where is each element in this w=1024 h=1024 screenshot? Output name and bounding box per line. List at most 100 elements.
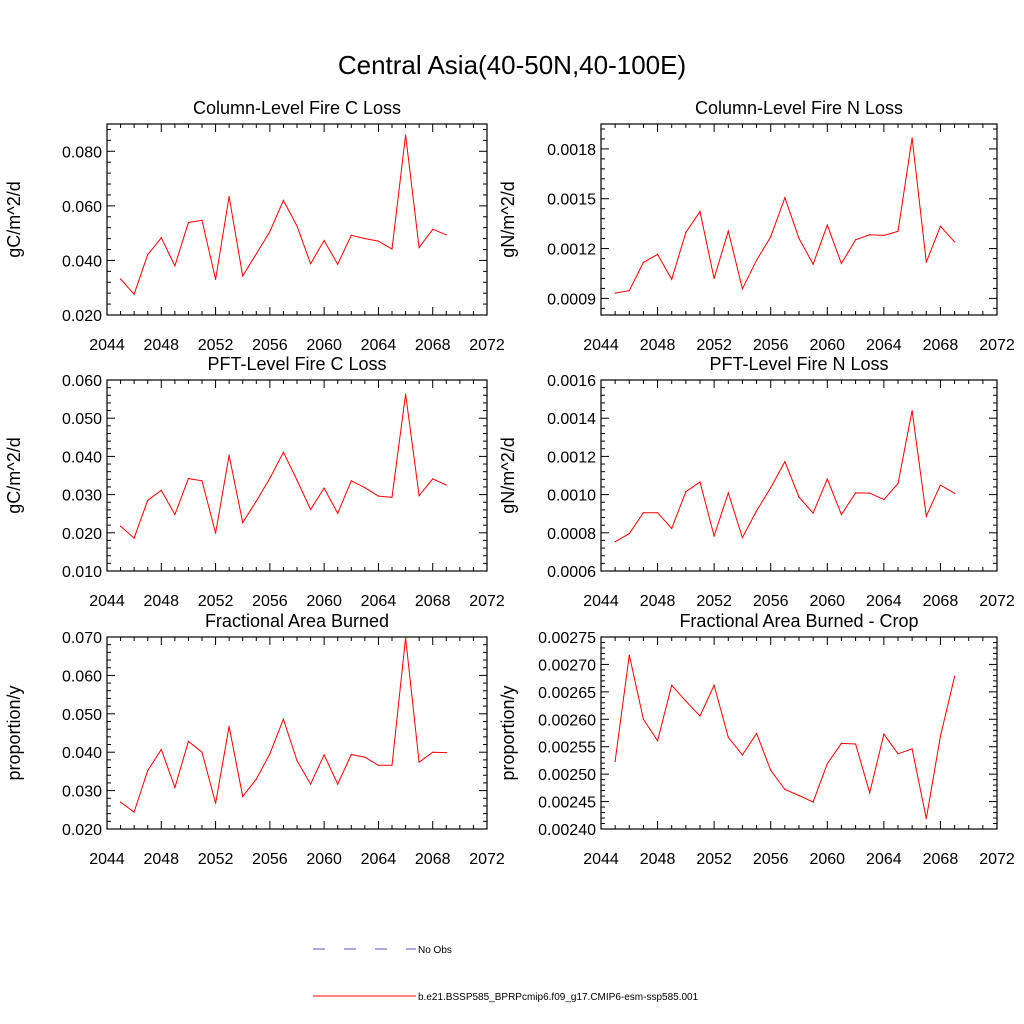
data-point bbox=[255, 778, 257, 780]
data-point bbox=[727, 736, 729, 738]
data-point bbox=[642, 261, 645, 263]
data-point bbox=[391, 496, 393, 498]
data-point bbox=[323, 487, 325, 489]
data-point bbox=[925, 261, 927, 263]
chart-panel-6: Fractional Area Burned - Crop 2044 2048 205… bbox=[498, 611, 1015, 868]
data-point bbox=[174, 513, 176, 516]
data-point bbox=[432, 228, 434, 230]
data-point bbox=[614, 760, 616, 763]
data-point bbox=[309, 508, 312, 511]
x-tick-label: 2044 bbox=[89, 337, 125, 354]
x-tick-label: 2068 bbox=[415, 337, 451, 354]
data-point bbox=[642, 512, 645, 514]
data-point bbox=[214, 532, 217, 534]
data-point bbox=[699, 210, 701, 213]
data-point bbox=[685, 491, 687, 493]
data-point bbox=[187, 221, 190, 224]
data-point bbox=[911, 137, 913, 139]
data-point bbox=[404, 134, 407, 136]
data-point bbox=[812, 512, 814, 514]
data-point bbox=[160, 237, 162, 239]
y-tick-label: 0.00275 bbox=[538, 630, 596, 647]
data-point bbox=[296, 760, 298, 762]
data-point bbox=[214, 278, 217, 281]
x-tick-label: 2072 bbox=[979, 337, 1015, 354]
data-point bbox=[699, 715, 701, 717]
y-tick-label: 0.060 bbox=[62, 373, 102, 390]
data-point bbox=[685, 700, 687, 702]
data-point bbox=[911, 409, 913, 412]
x-tick-label: 2052 bbox=[198, 851, 234, 868]
data-point bbox=[255, 500, 257, 502]
data-point bbox=[656, 253, 659, 255]
y-tick-label: 0.020 bbox=[62, 822, 102, 839]
data-point bbox=[147, 770, 149, 772]
data-point bbox=[628, 289, 630, 292]
data-point bbox=[242, 521, 244, 524]
y-tick-label: 0.040 bbox=[62, 745, 102, 762]
x-tick-label: 2056 bbox=[252, 593, 288, 610]
x-tick-label: 2060 bbox=[306, 851, 342, 868]
y-tick-label: 0.00270 bbox=[538, 657, 596, 674]
x-tick-label: 2064 bbox=[361, 337, 397, 354]
data-point bbox=[656, 512, 659, 514]
x-tick-label: 2064 bbox=[361, 851, 397, 868]
data-point bbox=[337, 512, 339, 514]
data-point bbox=[812, 801, 814, 803]
series-line bbox=[614, 410, 955, 543]
data-point bbox=[614, 541, 616, 543]
data-point bbox=[133, 537, 135, 539]
data-point bbox=[364, 238, 366, 240]
x-tick-label: 2064 bbox=[866, 337, 902, 354]
data-point bbox=[418, 761, 420, 763]
data-point bbox=[296, 479, 298, 481]
data-point bbox=[201, 480, 203, 482]
data-point bbox=[826, 763, 828, 765]
data-point bbox=[840, 513, 843, 516]
y-tick-label: 0.040 bbox=[62, 449, 102, 466]
y-tick-label: 0.00250 bbox=[538, 767, 596, 784]
x-tick-label: 2044 bbox=[583, 337, 619, 354]
data-point bbox=[404, 637, 407, 639]
legend: No Obs b.e21.BSSP585_BPRPcmip6.f09_g17.CM… bbox=[313, 945, 699, 1003]
y-tick-label: 0.030 bbox=[62, 488, 102, 505]
x-tick-label: 2052 bbox=[198, 593, 234, 610]
data-point bbox=[727, 230, 729, 232]
legend-label: b.e21.BSSP585_BPRPcmip6.f09_g17.CMIP6-es… bbox=[418, 992, 699, 1003]
data-point bbox=[671, 527, 673, 530]
data-point bbox=[350, 234, 352, 236]
data-point bbox=[812, 263, 814, 265]
x-tick-label: 2048 bbox=[143, 337, 179, 354]
data-point bbox=[713, 277, 715, 280]
y-tick-label: 0.020 bbox=[62, 308, 102, 325]
data-point bbox=[897, 753, 899, 755]
data-point bbox=[418, 495, 420, 497]
data-point bbox=[201, 219, 203, 221]
data-point bbox=[671, 684, 673, 686]
y-tick-label: 0.050 bbox=[62, 411, 102, 428]
data-point bbox=[119, 278, 122, 280]
data-point bbox=[699, 481, 701, 483]
x-tick-label: 2072 bbox=[979, 593, 1015, 610]
data-point bbox=[826, 224, 828, 226]
chart-panel-5: Fractional Area Burned 2044 2048 2052 2056 20… bbox=[4, 611, 505, 868]
y-axis-label: gC/m^2/d bbox=[4, 437, 24, 513]
x-tick-label: 2064 bbox=[361, 593, 397, 610]
data-point bbox=[614, 292, 616, 294]
data-point bbox=[784, 460, 786, 463]
plot-frame bbox=[600, 379, 998, 572]
data-point bbox=[883, 234, 885, 237]
data-point bbox=[897, 482, 899, 485]
data-point bbox=[119, 525, 122, 527]
y-tick-label: 0.0008 bbox=[547, 526, 596, 543]
x-tick-label: 2064 bbox=[866, 851, 902, 868]
series-line bbox=[614, 654, 956, 819]
data-point bbox=[228, 725, 230, 728]
data-point bbox=[671, 278, 673, 280]
x-tick-label: 2056 bbox=[252, 337, 288, 354]
y-axis-label: proportion/y bbox=[498, 685, 518, 780]
y-tick-label: 0.00255 bbox=[538, 740, 596, 757]
data-point bbox=[296, 225, 298, 227]
data-point bbox=[869, 234, 871, 236]
